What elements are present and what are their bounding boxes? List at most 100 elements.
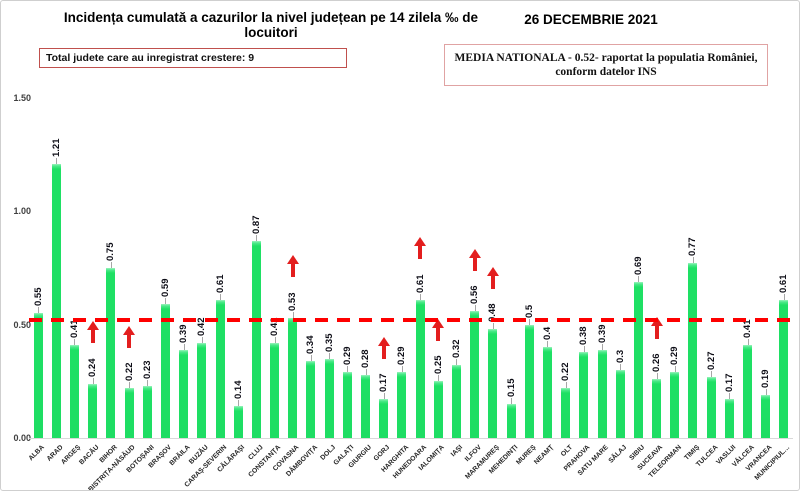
bar <box>288 317 298 438</box>
bar <box>743 345 753 438</box>
bar-value-leader-line <box>129 382 131 389</box>
bar-value-label: 0.17 <box>723 373 735 393</box>
growth-note-text: Total judete care au inregistrat crester… <box>46 52 255 64</box>
bar <box>415 299 425 438</box>
bar-value-label: 0.61 <box>778 274 790 293</box>
bar <box>615 370 625 438</box>
chart-title: Incidența cumulată a cazurilor la nivel … <box>63 10 479 40</box>
increase-arrow-head <box>123 325 136 335</box>
bar-value-label: 0.61 <box>214 274 226 293</box>
bar <box>33 313 43 438</box>
bar-value-leader-line <box>420 293 422 300</box>
bar <box>197 342 207 438</box>
bar-value-label: 0.15 <box>505 378 517 398</box>
bar-value-label: 0.77 <box>687 237 699 257</box>
bar <box>561 388 571 438</box>
bar <box>670 372 680 438</box>
bar-value-leader-line <box>692 257 694 264</box>
bar-value-label: 0.29 <box>669 346 681 366</box>
increase-arrow-head <box>432 318 445 328</box>
bar-value-leader-line <box>456 359 458 366</box>
bar-value-leader-line <box>783 293 785 300</box>
x-axis-county-label: OLT <box>559 444 574 459</box>
bar-value-leader-line <box>638 275 640 282</box>
bar-value-leader-line <box>347 366 349 373</box>
bar-value-label: 0.35 <box>323 333 335 352</box>
bar-value-label: 0.29 <box>341 346 353 366</box>
bar-value-leader-line <box>474 305 476 312</box>
increase-arrow-shaft <box>127 334 132 348</box>
bar-value-leader-line <box>38 307 40 314</box>
y-axis-tick-label: 1.00 <box>13 206 31 217</box>
national-average-line1: MEDIA NATIONALA - 0.52- raportat la popu… <box>454 52 758 64</box>
bar-value-leader-line <box>747 339 749 346</box>
x-axis-county-label: MUNICIPIUL… <box>754 444 792 482</box>
bar <box>233 406 243 438</box>
bar-value-label: 0.22 <box>560 362 572 382</box>
bar-value-label: 0.53 <box>287 292 299 311</box>
bar-value-label: 0.61 <box>414 274 426 293</box>
bar-value-label: 0.41 <box>742 319 754 339</box>
bar <box>579 351 589 438</box>
bar-value-label: 0.56 <box>469 285 481 305</box>
bar-value-label: 0.4 <box>541 327 553 341</box>
bar-value-leader-line <box>620 364 622 370</box>
bar-value-leader-line <box>674 366 676 373</box>
bar-value-label: 0.22 <box>123 362 135 382</box>
bar <box>597 349 607 438</box>
x-axis-county-label: SĂLAJ <box>607 444 629 465</box>
bar-value-leader-line <box>492 323 494 330</box>
bar-value-leader-line <box>310 354 312 361</box>
bar-value-leader-line <box>56 157 58 164</box>
x-axis-county-label: ALBA <box>27 444 47 463</box>
bar-value-label: 0.23 <box>141 360 153 379</box>
bar <box>524 324 534 438</box>
national-average-dashed-line <box>29 318 793 323</box>
increase-arrow-shaft <box>90 330 95 344</box>
bar-value-leader-line <box>547 341 549 348</box>
bar-value-leader-line <box>765 388 767 395</box>
bar-value-label: 0.17 <box>378 373 390 393</box>
increase-arrow-head <box>286 255 299 265</box>
bar-value-leader-line <box>438 375 440 382</box>
bar-value-leader-line <box>147 379 149 386</box>
bar-value-label: 0.14 <box>232 380 244 400</box>
bar-value-leader-line <box>274 336 276 343</box>
increase-arrow-head <box>377 337 390 347</box>
bar-value-label: 0.59 <box>159 278 171 298</box>
bar-value-label: 0.3 <box>614 349 626 363</box>
bar-value-leader-line <box>256 234 258 241</box>
increase-arrow-icon <box>286 255 299 278</box>
y-axis-tick-label: 0.00 <box>13 433 31 443</box>
bar-value-leader-line <box>110 262 112 268</box>
bar-value-leader-line <box>183 343 185 350</box>
growth-note-box: Total judete care au inregistrat crester… <box>39 48 347 68</box>
bar <box>342 372 352 438</box>
bar <box>451 365 461 438</box>
bar-value-leader-line <box>565 382 567 389</box>
increase-arrow-head <box>486 266 499 276</box>
bar-value-label: 0.38 <box>578 326 590 345</box>
increase-arrow-head <box>86 321 99 331</box>
x-axis-baseline <box>29 438 793 439</box>
bar <box>779 299 789 438</box>
bar-value-label: 0.75 <box>105 242 117 262</box>
increase-arrow-head <box>468 248 481 258</box>
increase-arrow-shaft <box>654 325 659 339</box>
increase-arrow-shaft <box>290 264 295 278</box>
bar-value-leader-line <box>92 377 94 384</box>
increase-arrow-icon <box>414 237 427 260</box>
bar <box>324 358 334 438</box>
bar <box>88 383 98 438</box>
y-axis-tick-label: 1.50 <box>13 93 31 103</box>
bar-value-leader-line <box>711 370 713 377</box>
national-average-line2: conform datelor INS <box>555 66 657 78</box>
national-average-box: MEDIA NATIONALA - 0.52- raportat la popu… <box>444 44 768 86</box>
y-axis-tick-label: 0.50 <box>13 319 31 330</box>
bar <box>506 404 516 438</box>
bar-value-leader-line <box>292 311 294 318</box>
bar <box>724 399 734 438</box>
bar-value-label: 0.19 <box>760 369 772 388</box>
